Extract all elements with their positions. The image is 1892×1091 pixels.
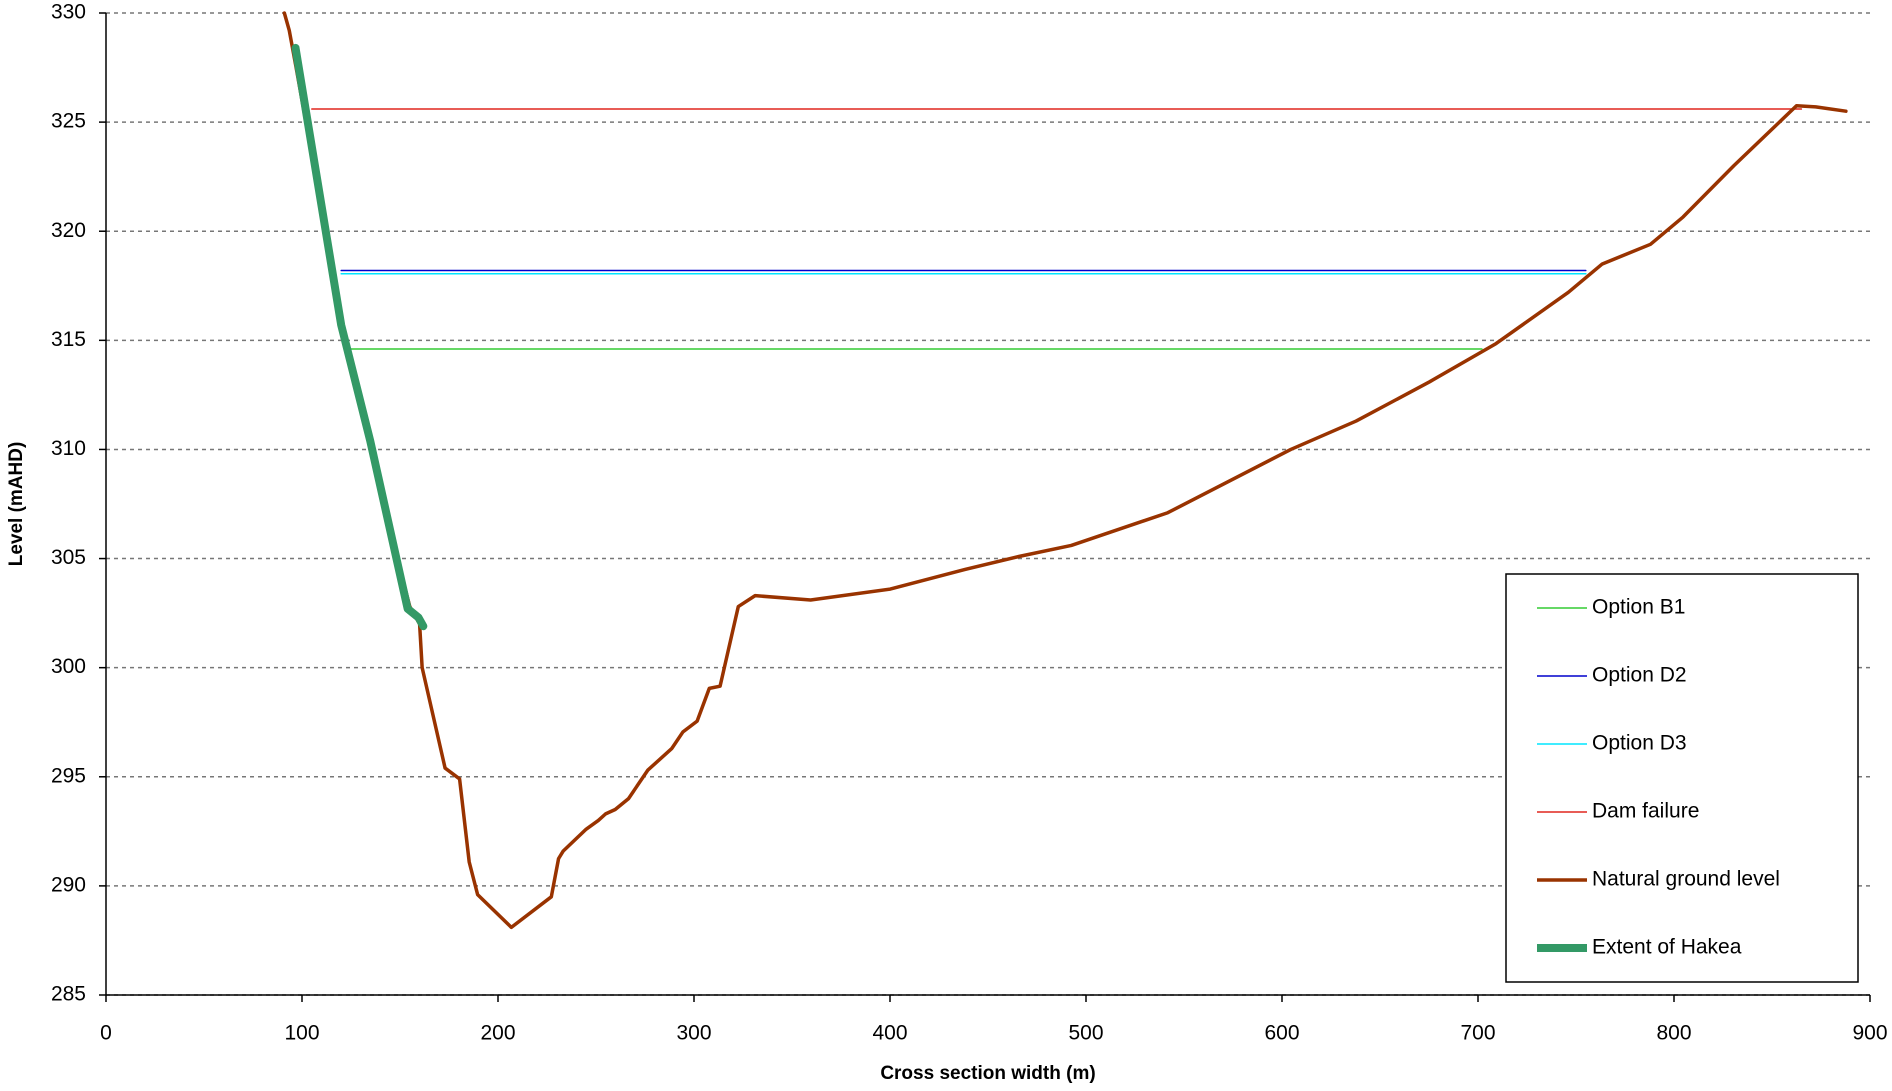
x-tick-label: 200 xyxy=(480,1022,515,1045)
y-tick-label: 295 xyxy=(51,764,86,787)
y-tick-label: 310 xyxy=(51,437,86,460)
x-tick-label: 700 xyxy=(1460,1022,1495,1045)
legend-box xyxy=(1505,573,1859,983)
y-tick-label: 300 xyxy=(51,655,86,678)
y-tick-label: 325 xyxy=(51,110,86,133)
y-tick-label: 285 xyxy=(51,983,86,1006)
x-tick-label: 600 xyxy=(1264,1022,1299,1045)
x-axis-title: Cross section width (m) xyxy=(880,1063,1095,1084)
x-tick-label: 0 xyxy=(100,1022,112,1045)
x-tick-label: 500 xyxy=(1068,1022,1103,1045)
y-tick-label: 305 xyxy=(51,546,86,569)
x-tick-label: 900 xyxy=(1852,1022,1887,1045)
x-tick-label: 300 xyxy=(676,1022,711,1045)
y-tick-label: 315 xyxy=(51,328,86,351)
x-tick-label: 800 xyxy=(1656,1022,1691,1045)
y-axis-title: Level (mAHD) xyxy=(6,442,27,567)
legend-label: Natural ground level xyxy=(1592,868,1780,891)
legend-label: Extent of Hakea xyxy=(1592,936,1742,959)
legend-label: Option D2 xyxy=(1592,664,1687,687)
legend-label: Option B1 xyxy=(1592,596,1685,619)
legend-label: Option D3 xyxy=(1592,732,1687,755)
x-tick-label: 400 xyxy=(872,1022,907,1045)
legend-label: Dam failure xyxy=(1592,800,1699,823)
series-line xyxy=(291,43,428,631)
y-tick-label: 290 xyxy=(51,873,86,896)
x-tick-label: 100 xyxy=(284,1022,319,1045)
series-line xyxy=(282,11,1848,930)
y-tick-label: 320 xyxy=(51,219,86,242)
y-tick-label: 330 xyxy=(51,1,86,24)
